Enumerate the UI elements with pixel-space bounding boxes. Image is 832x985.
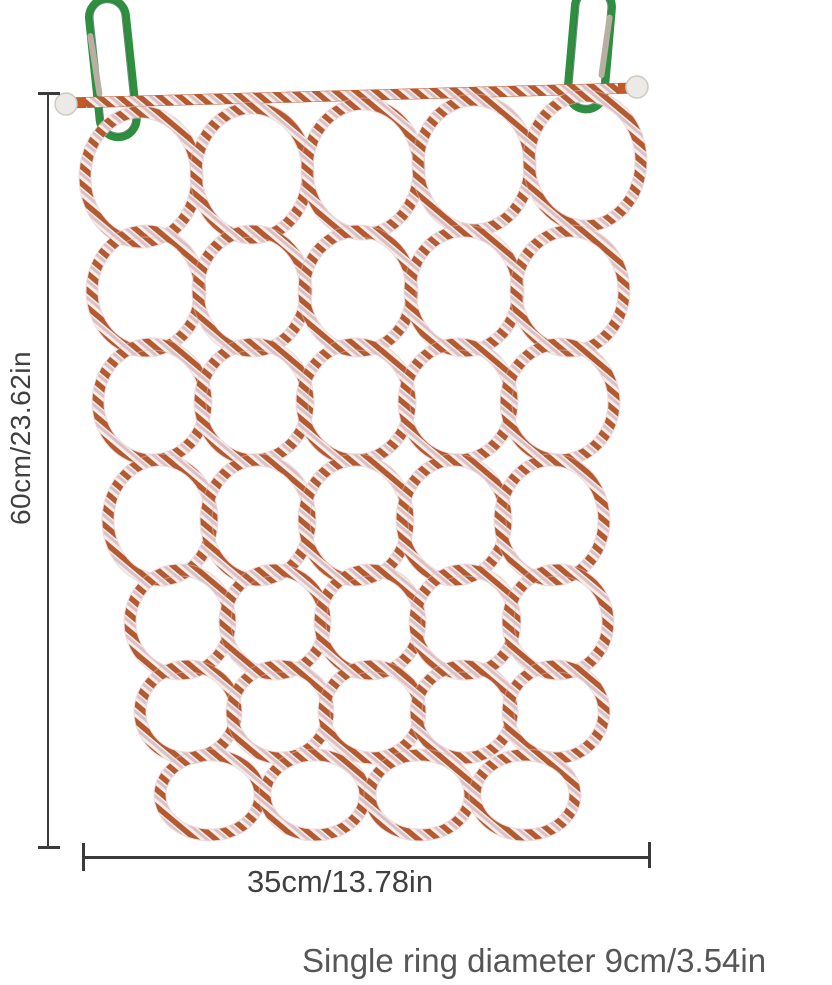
width-dimension-tick-left: [82, 843, 85, 871]
rope-ring: [494, 454, 610, 586]
ring-net: [78, 89, 648, 842]
rope-ring: [92, 338, 212, 466]
height-dimension-line: [47, 93, 49, 848]
height-dimension-label: 60cm/23.62in: [5, 350, 36, 526]
rope-ring: [314, 564, 426, 680]
rope-ring: [412, 94, 536, 236]
rope-ring: [259, 749, 371, 841]
rope-ring: [500, 338, 620, 466]
rope-ring: [298, 225, 418, 357]
right-carabiner-clip-icon: [563, 0, 616, 114]
rope-ring: [192, 225, 312, 357]
rope-ring: [502, 564, 614, 680]
ring-diameter-note: Single ring diameter 9cm/3.54in: [302, 942, 767, 979]
rope-ring: [219, 564, 331, 680]
height-dimension-tick-bottom: [38, 846, 60, 849]
height-dimension-tick-top: [38, 92, 60, 95]
rope-ring: [86, 225, 206, 357]
rope-ring: [510, 225, 630, 357]
rope-ring: [469, 749, 581, 841]
rope-ring: [200, 454, 316, 586]
rope-ring: [194, 338, 314, 466]
width-dimension-label: 35cm/13.78in: [246, 864, 434, 899]
rope-ring: [124, 564, 236, 680]
rope-ring: [409, 564, 521, 680]
rope-ring: [79, 106, 203, 248]
rope-ring: [298, 454, 414, 586]
rope-ring: [154, 749, 266, 841]
rod-end-cap-left: [54, 92, 78, 116]
rope-ring: [301, 98, 425, 240]
rope-ring: [296, 338, 416, 466]
rope-ring: [364, 749, 476, 841]
width-dimension-tick-right: [648, 842, 651, 868]
hanging-rod-rope-wrap: [85, 83, 619, 108]
rope-ring: [404, 225, 524, 357]
rope-ring: [398, 338, 518, 466]
rope-ring: [396, 454, 512, 586]
rod-end-cap-right: [625, 75, 649, 99]
rope-ring: [102, 454, 218, 586]
rope-ring: [190, 102, 314, 244]
left-carabiner-clip-icon: [85, 0, 141, 142]
rope-ring: [523, 90, 647, 232]
width-dimension-line: [83, 856, 651, 859]
